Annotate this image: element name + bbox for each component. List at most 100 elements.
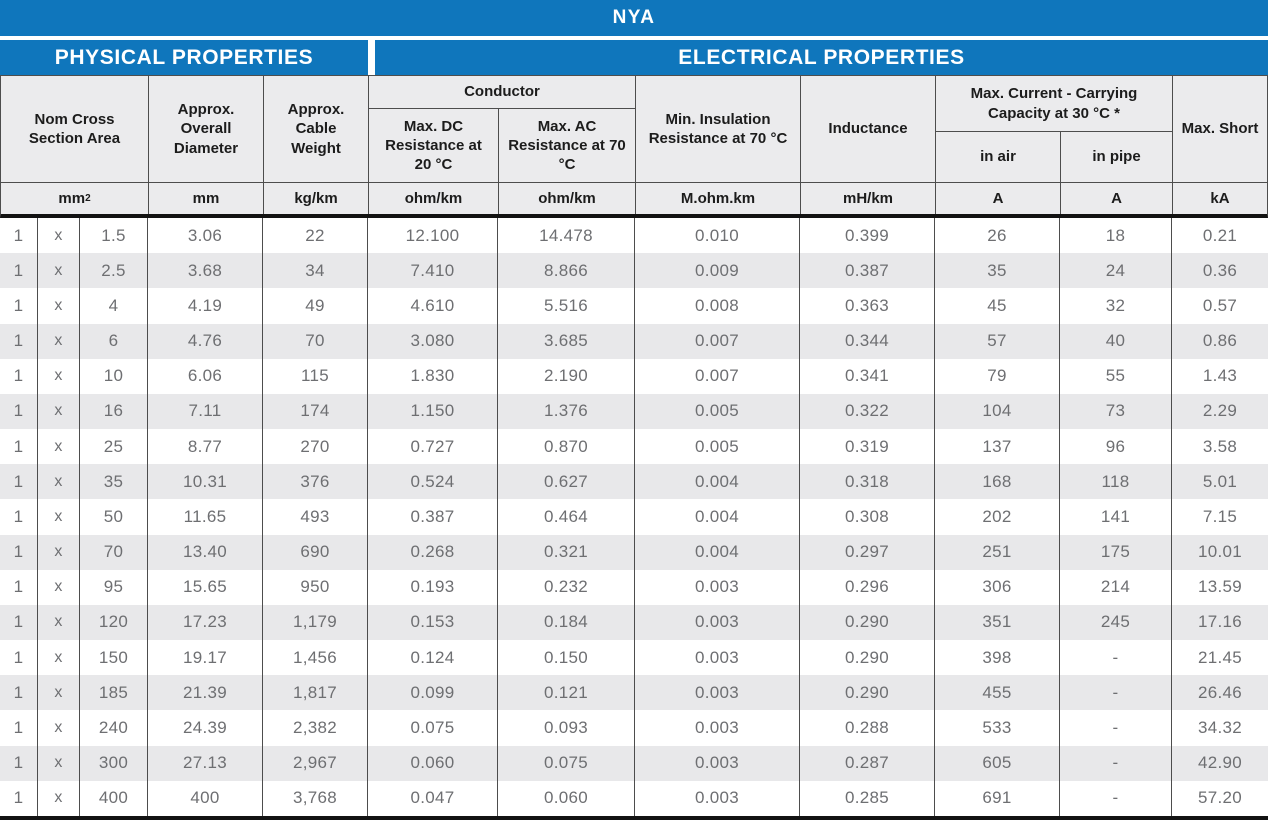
cell-inductance: 0.285 <box>800 780 935 816</box>
header-min-insulation-resistance: Min. Insulation Resistance at 70 °C <box>636 76 800 182</box>
cell-insulation-resistance: 0.009 <box>635 253 800 289</box>
cell-cross-section: 2.5 <box>80 253 148 289</box>
unit-in-air: A <box>936 183 1060 214</box>
cell-diameter: 3.68 <box>148 253 263 289</box>
cell-inductance: 0.341 <box>800 358 935 394</box>
cell-diameter: 24.39 <box>148 710 263 746</box>
cell-max-short: 42.90 <box>1197 753 1243 773</box>
cell-cross-section: 150 <box>80 640 148 676</box>
table-row: 1 x 1.5 3.06 22 12.100 14.478 0.010 0.399 26 18 0.2… <box>0 218 1268 254</box>
cell-cross-section: 10 <box>80 358 148 394</box>
cell-max-short: 17.16 <box>1197 612 1243 632</box>
cell-max-short: 13.59 <box>1197 577 1243 597</box>
cell-diameter: 10.31 <box>148 464 263 500</box>
cell-weight: 493 <box>263 499 368 535</box>
cell-cross-section: 25 <box>80 429 148 465</box>
table-row: 1 x 16 7.11 174 1.150 1.376 0.005 0.322 104 73 2.29 <box>0 393 1268 430</box>
cell-max-short: 0.21 <box>1202 225 1238 245</box>
cell-in-air: 137 <box>935 429 1060 465</box>
title-divider <box>0 36 1268 40</box>
physical-properties-label: PHYSICAL PROPERTIES <box>54 45 314 69</box>
column-header-grid: Nom Cross Section Area Approx. Overall D… <box>0 75 1268 218</box>
unit-cross-section: mm 2 <box>1 183 148 214</box>
cell-multiplier: x <box>38 710 80 746</box>
cell-in-pipe: 141 <box>1060 499 1172 535</box>
table-title: NYA <box>612 7 656 28</box>
cell-in-air: 251 <box>935 534 1060 570</box>
cell-max-short: 3.58 <box>1202 436 1238 456</box>
table-row: 1 x 120 17.23 1,179 0.153 0.184 0.003 0.290 351 24… <box>0 604 1268 641</box>
cell-ac-resistance: 0.150 <box>498 640 635 676</box>
header-conductor-group: Conductor <box>369 76 635 108</box>
cell-count: 1 <box>0 323 38 359</box>
cell-inductance: 0.308 <box>800 499 935 535</box>
cell-max-short: 21.45 <box>1197 647 1243 667</box>
cell-in-pipe: 73 <box>1060 393 1172 430</box>
cell-multiplier: x <box>38 253 80 289</box>
cell-max-short: 0.57 <box>1202 295 1238 315</box>
cell-inductance: 0.297 <box>800 534 935 570</box>
cell-count: 1 <box>0 780 38 816</box>
cell-in-pipe: - <box>1060 675 1172 711</box>
cell-weight: 115 <box>263 358 368 394</box>
cell-in-air: 57 <box>935 323 1060 359</box>
section-header-row: PHYSICAL PROPERTIES ELECTRICAL PROPERTIE… <box>0 40 1268 75</box>
cell-insulation-resistance: 0.010 <box>635 218 800 254</box>
table-title-bar: NYA <box>0 0 1268 36</box>
cell-weight: 70 <box>263 323 368 359</box>
cell-insulation-resistance: 0.007 <box>635 323 800 359</box>
cell-multiplier: x <box>38 780 80 816</box>
cell-ac-resistance: 14.478 <box>498 218 635 254</box>
electrical-properties-header: ELECTRICAL PROPERTIES <box>375 40 1268 75</box>
cell-in-air: 168 <box>935 464 1060 500</box>
cell-diameter: 15.65 <box>148 569 263 605</box>
unit-diameter: mm <box>149 183 263 214</box>
cell-in-pipe: 214 <box>1060 569 1172 605</box>
cell-inductance: 0.290 <box>800 604 935 641</box>
cell-count: 1 <box>0 710 38 746</box>
cell-count: 1 <box>0 640 38 676</box>
cell-multiplier: x <box>38 429 80 465</box>
cell-diameter: 3.06 <box>148 218 263 254</box>
cell-dc-resistance: 3.080 <box>368 323 498 359</box>
cell-cross-section: 16 <box>80 393 148 430</box>
cell-multiplier: x <box>38 745 80 781</box>
cell-in-air: 533 <box>935 710 1060 746</box>
cell-in-air: 455 <box>935 675 1060 711</box>
cell-in-air: 306 <box>935 569 1060 605</box>
cell-insulation-resistance: 0.005 <box>635 393 800 430</box>
table-body: 1 x 1.5 3.06 22 12.100 14.478 0.010 0.399 26 18 0.2… <box>0 218 1268 816</box>
table-row: 1 x 150 19.17 1,456 0.124 0.150 0.003 0.290 398- 2… <box>0 640 1268 676</box>
cell-count: 1 <box>0 358 38 394</box>
cell-diameter: 21.39 <box>148 675 263 711</box>
cell-weight: 49 <box>263 288 368 324</box>
cell-cross-section: 300 <box>80 745 148 781</box>
cell-ac-resistance: 0.464 <box>498 499 635 535</box>
cell-ac-resistance: 0.060 <box>498 780 635 816</box>
cell-max-short: 0.36 <box>1202 260 1238 280</box>
cell-diameter: 400 <box>148 780 263 816</box>
cell-in-air: 35 <box>935 253 1060 289</box>
cell-max-short: 2.29 <box>1202 401 1238 421</box>
cell-in-pipe: - <box>1060 745 1172 781</box>
cell-inductance: 0.363 <box>800 288 935 324</box>
cell-in-pipe: - <box>1060 640 1172 676</box>
header-nom-cross-section-area: Nom Cross Section Area <box>1 76 148 182</box>
cell-max-short: 57.20 <box>1197 788 1243 808</box>
cell-count: 1 <box>0 745 38 781</box>
cell-insulation-resistance: 0.005 <box>635 429 800 465</box>
cell-weight: 950 <box>263 569 368 605</box>
table-row: 1 x 70 13.40 690 0.268 0.321 0.004 0.297 251 175 10… <box>0 534 1268 570</box>
cell-max-short: 0.86 <box>1202 331 1238 351</box>
cell-weight: 690 <box>263 534 368 570</box>
cell-in-air: 104 <box>935 393 1060 430</box>
cell-ac-resistance: 0.121 <box>498 675 635 711</box>
cell-diameter: 4.76 <box>148 323 263 359</box>
unit-ac-resistance: ohm/km <box>499 183 635 214</box>
cell-count: 1 <box>0 253 38 289</box>
cell-dc-resistance: 0.153 <box>368 604 498 641</box>
cell-in-pipe: 32 <box>1060 288 1172 324</box>
cell-multiplier: x <box>38 464 80 500</box>
cell-in-air: 45 <box>935 288 1060 324</box>
cell-insulation-resistance: 0.007 <box>635 358 800 394</box>
